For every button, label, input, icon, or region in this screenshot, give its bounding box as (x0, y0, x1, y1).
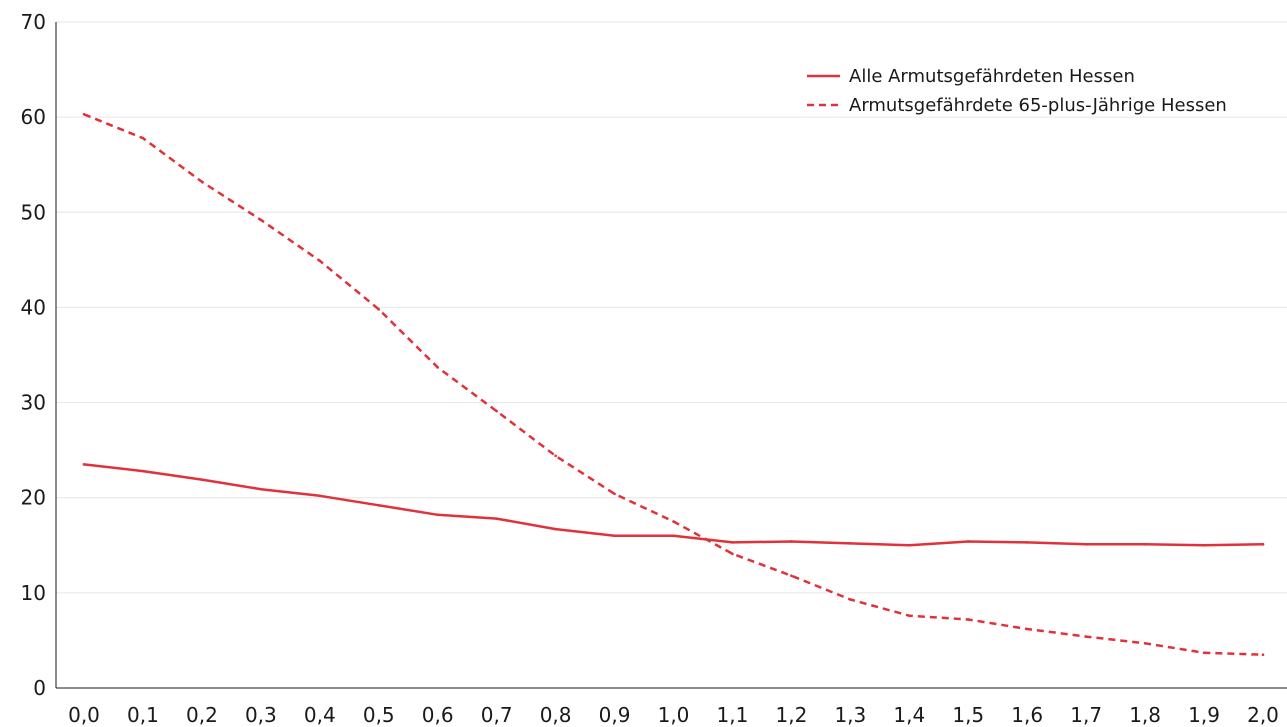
series-1-point (672, 534, 675, 538)
series-1-point (849, 542, 852, 545)
legend-label-series-2: Armutsgefährdete 65-plus-Jährige Hessen (849, 95, 1227, 116)
series-2-point (1143, 641, 1147, 645)
x-tick-label: 1,0 (658, 703, 690, 727)
y-tick-label: 60 (21, 105, 46, 129)
y-tick-label: 50 (21, 200, 46, 224)
series-1-point (966, 540, 970, 543)
x-tick-label: 0,7 (481, 703, 513, 727)
series-line-1 (82, 463, 1265, 547)
series-1-point (377, 504, 381, 507)
series-2-point (908, 614, 911, 617)
series-1-point (908, 543, 911, 547)
series-1-point (495, 517, 498, 520)
series-1-point (790, 540, 793, 543)
x-tick-labels: 0,0 0,1 0,2 0,3 0,4 0,5 0,6 0,7 0,8 0,9 1,0 1,1 1,2 1… (68, 703, 1279, 727)
series-2-point (495, 409, 498, 413)
series-1-point (731, 541, 734, 544)
series-1-point (1202, 543, 1206, 547)
series-2-point (1202, 651, 1206, 655)
x-tick-label: 0,3 (245, 703, 277, 727)
series-2-point (1084, 635, 1088, 638)
series-1-point (200, 478, 204, 481)
series-2-point (200, 180, 204, 184)
x-tick-label: 1,7 (1070, 703, 1102, 727)
series-2-point (790, 574, 793, 578)
x-tick-label: 0,5 (363, 703, 395, 727)
x-tick-label: 0,2 (186, 703, 218, 727)
gridlines (56, 21, 1287, 594)
y-tick-label: 0 (33, 676, 46, 700)
series-2-point (377, 308, 381, 311)
y-tick-label: 20 (21, 486, 46, 510)
series-1-point (259, 487, 263, 491)
series-1-point (436, 513, 440, 517)
series-1-point (82, 463, 86, 466)
x-tick-label: 1,8 (1129, 703, 1161, 727)
series-2-point (849, 598, 852, 601)
series-1-point (1084, 543, 1088, 546)
series-2-point (1261, 653, 1265, 656)
series-1-point (554, 527, 557, 531)
series-1-point (1025, 541, 1029, 544)
series-2-point (141, 136, 145, 140)
x-tick-label: 1,9 (1188, 703, 1220, 727)
series-1-point (1261, 543, 1265, 546)
y-tick-label: 70 (21, 10, 46, 34)
series-2-point (554, 454, 557, 458)
series-2-point (436, 366, 440, 369)
legend: Alle Armutsgefährdeten Hessen Armutsgefä… (807, 66, 1227, 116)
x-tick-label: 0,0 (68, 703, 100, 727)
x-tick-label: 0,8 (540, 703, 572, 727)
series-1-point (141, 469, 145, 473)
x-tick-label: 1,6 (1011, 703, 1043, 727)
series-2-point (966, 618, 970, 621)
y-tick-label: 10 (21, 581, 46, 605)
legend-label-series-1: Alle Armutsgefährdeten Hessen (849, 66, 1135, 87)
y-tick-label: 30 (21, 391, 46, 415)
series-1-point (318, 494, 322, 498)
x-tick-label: 2,0 (1247, 703, 1279, 727)
x-tick-label: 1,5 (952, 703, 984, 727)
x-tick-label: 1,3 (834, 703, 866, 727)
x-tick-label: 0,9 (599, 703, 631, 727)
x-tick-label: 0,1 (127, 703, 159, 727)
series-2-point (1025, 627, 1029, 631)
series-2-point (318, 259, 322, 263)
series-2-point (672, 520, 675, 523)
series-lines (82, 112, 1265, 656)
series-2-point (259, 218, 263, 222)
x-tick-label: 1,2 (775, 703, 807, 727)
series-1-point (1143, 543, 1147, 546)
series-2-point (613, 492, 616, 496)
x-tick-label: 1,4 (893, 703, 925, 727)
series-2-point (731, 552, 734, 556)
series-line-2 (83, 113, 1264, 656)
x-tick-label: 1,1 (717, 703, 749, 727)
series-2-point (82, 112, 86, 116)
x-tick-label: 0,4 (304, 703, 336, 727)
x-tick-label: 0,6 (422, 703, 454, 727)
y-tick-labels: 0 10 20 30 40 50 60 70 (21, 10, 46, 700)
series-1-point (613, 534, 616, 538)
y-tick-label: 40 (21, 295, 46, 319)
